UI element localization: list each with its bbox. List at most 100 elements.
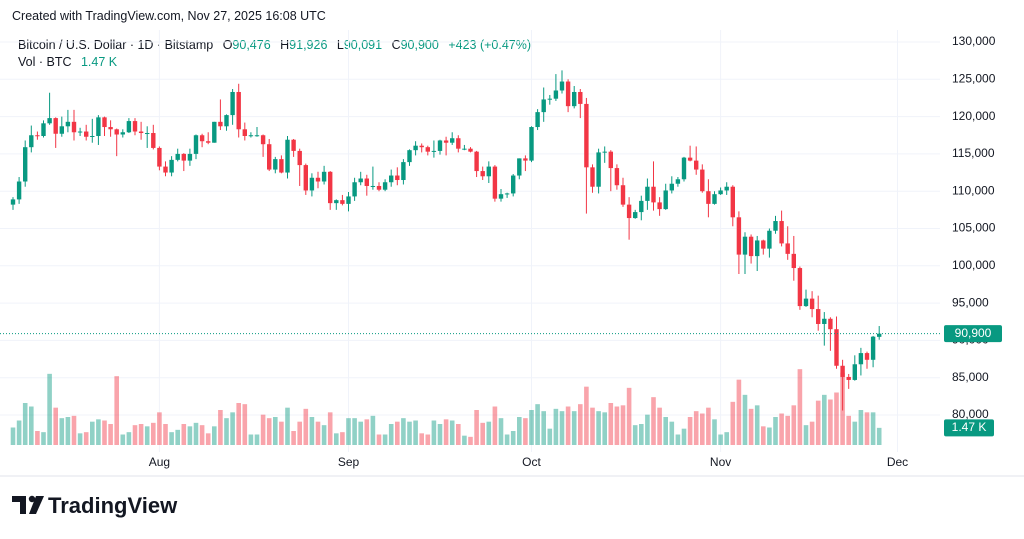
candle-body (437, 140, 443, 151)
volume-bar (632, 425, 638, 445)
candle-body (645, 186, 650, 201)
candle-body (16, 181, 22, 200)
volume-bar (541, 411, 546, 445)
candle-body (364, 178, 369, 186)
volume-bar (407, 421, 412, 445)
candle-body (138, 131, 144, 134)
y-tick-label: 120,000 (952, 109, 996, 123)
volume-bar (657, 407, 662, 445)
volume-bar (22, 403, 28, 445)
candle-body (870, 336, 876, 360)
candle-body (864, 353, 870, 360)
candle-body (584, 103, 589, 168)
candle-body (303, 165, 308, 191)
y-tick-label: 125,000 (952, 71, 996, 85)
candle-body (633, 212, 638, 219)
volume-bar (596, 411, 601, 445)
candle-body (846, 376, 851, 380)
candle-body (755, 240, 760, 257)
volume-badge-label: 1.47 K (952, 420, 987, 434)
candle-body (395, 175, 400, 181)
volume-bar (822, 394, 827, 445)
candle-body (712, 194, 717, 204)
y-tick-label: 105,000 (952, 221, 996, 235)
candle-body (486, 166, 491, 177)
candle-body (346, 196, 351, 204)
candle-body (877, 333, 882, 337)
candle-body (724, 186, 729, 191)
volume-bar (96, 419, 101, 445)
candle-body (809, 298, 815, 310)
volume-bar (462, 435, 467, 445)
candle-body (614, 168, 620, 186)
candle-body (352, 182, 357, 197)
volume-bar (498, 418, 504, 445)
candle-body (681, 157, 687, 180)
volume-bar (181, 424, 187, 445)
volume-bar (852, 421, 858, 445)
y-tick-label: 85,000 (952, 370, 989, 384)
volume-bar (401, 418, 406, 445)
volume-label: Vol · BTC (18, 55, 72, 69)
volume-bar (602, 412, 607, 445)
volume-bar (785, 415, 790, 445)
candle-body (132, 121, 138, 132)
candle-body (730, 186, 735, 218)
volume-bar (224, 418, 229, 445)
candle-body (767, 230, 772, 249)
volume-bar (669, 421, 675, 445)
candle-body (797, 268, 803, 307)
volume-bar (651, 397, 656, 445)
volume-bar (535, 404, 540, 445)
volume-bar (199, 425, 205, 445)
volume-bar (523, 418, 528, 445)
candle-body (157, 147, 162, 167)
candle-body (151, 133, 156, 148)
x-tick-label: Aug (149, 455, 170, 469)
volume-bar (16, 420, 22, 445)
candle-body (456, 138, 461, 149)
candle-body (181, 153, 186, 161)
candle-body (596, 152, 601, 187)
candle-body (224, 115, 229, 127)
volume-bar (77, 433, 83, 445)
candle-body (10, 199, 16, 205)
candle-body (199, 135, 205, 142)
candle-body (267, 144, 272, 170)
candle-body (285, 139, 290, 173)
volume-bar (736, 379, 742, 445)
candle-body (163, 166, 168, 173)
volume-bar (468, 436, 473, 445)
volume-bar (645, 414, 650, 445)
candle-body (108, 127, 113, 130)
volume-bar (273, 417, 278, 445)
volume-bar (248, 434, 254, 445)
volume-bar (83, 432, 89, 445)
candle-body (279, 159, 284, 173)
volume-bar (492, 406, 498, 445)
volume-bar (565, 406, 571, 445)
candle-body (511, 175, 516, 194)
volume-bar (748, 408, 754, 445)
volume-bar (114, 376, 119, 445)
volume-bar (29, 406, 34, 445)
candle-body (242, 129, 247, 136)
candle-body (694, 160, 699, 170)
candle-body (602, 151, 607, 153)
candle-body (23, 147, 28, 182)
volume-bar (260, 414, 266, 445)
candle-body (559, 81, 565, 91)
candle-body (523, 158, 528, 161)
volume-bar (151, 422, 156, 445)
volume-bar (144, 426, 150, 445)
candle-body (620, 185, 626, 205)
volume-bar (71, 415, 77, 445)
logo-icon (12, 495, 44, 514)
candle-body (480, 171, 485, 177)
volume-bar (742, 394, 748, 445)
volume-bar (431, 420, 437, 445)
volume-bar (120, 434, 126, 445)
created-note: Created with TradingView.com, Nov 27, 20… (12, 9, 326, 23)
volume-bar (315, 421, 321, 445)
